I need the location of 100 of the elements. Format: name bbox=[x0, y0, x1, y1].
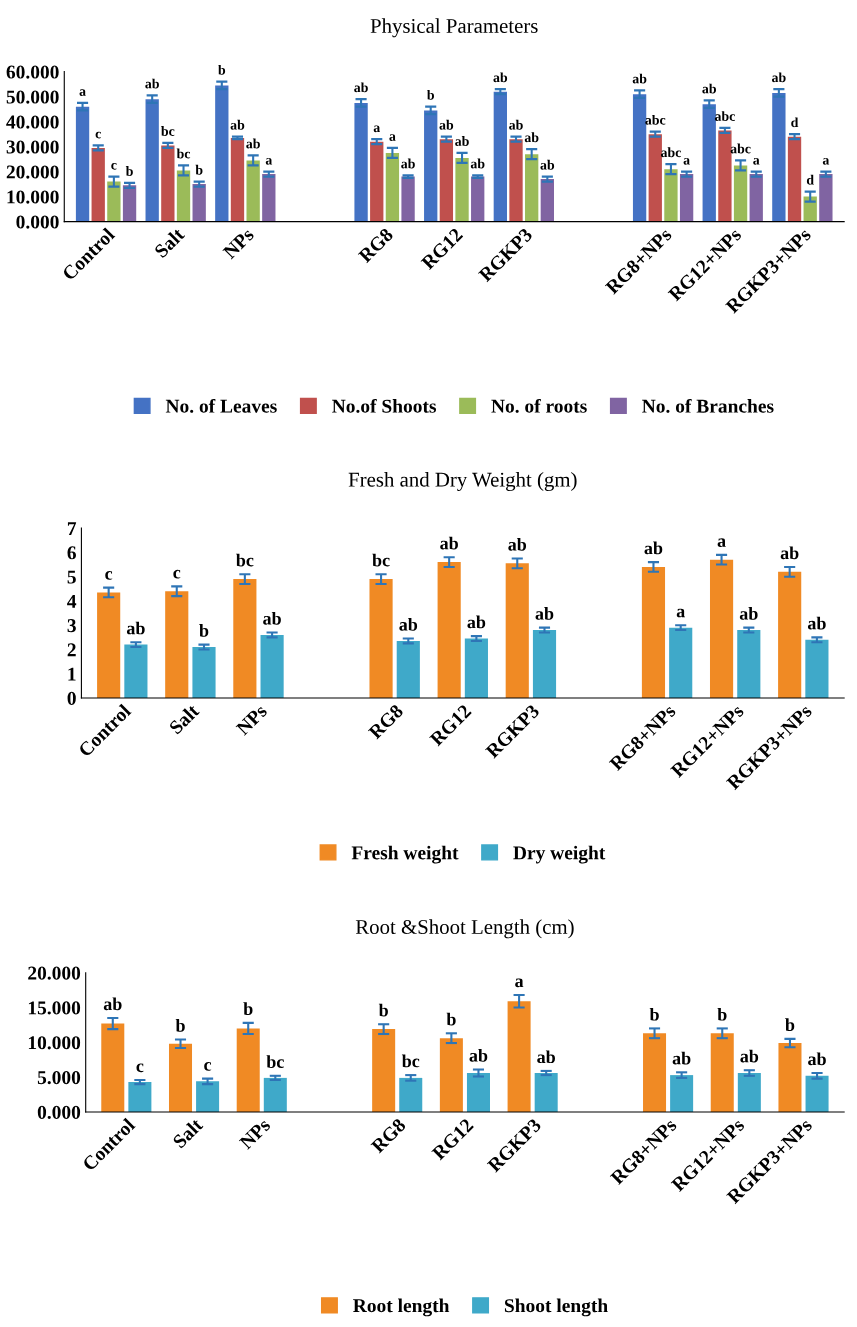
data-label: ab bbox=[354, 82, 368, 93]
data-label: ab bbox=[401, 158, 415, 169]
data-label: b bbox=[785, 1018, 795, 1032]
data-label: a bbox=[822, 157, 830, 165]
y-tick-label: 10.000 bbox=[28, 1036, 81, 1050]
data-label: c bbox=[204, 1062, 212, 1071]
legend-label: No. of Leaves bbox=[165, 398, 277, 413]
y-tick-label: 40.000 bbox=[6, 115, 59, 129]
chart-title: Fresh and Dry Weight (gm) bbox=[348, 472, 577, 491]
data-label: ab bbox=[470, 158, 485, 169]
data-label: bc bbox=[401, 1054, 420, 1068]
y-tick-label: 30.000 bbox=[6, 140, 59, 154]
y-tick-label: 20.000 bbox=[28, 966, 81, 980]
data-label: c bbox=[95, 131, 101, 139]
y-tick-label: 5.000 bbox=[37, 1071, 81, 1085]
y-tick-label: 60.000 bbox=[6, 65, 59, 79]
data-label: ab bbox=[145, 78, 159, 89]
x-tick-label: Salt bbox=[168, 702, 200, 735]
x-tick-label: NPs bbox=[222, 227, 255, 260]
data-label: ab bbox=[535, 607, 554, 620]
data-label: b bbox=[427, 89, 435, 100]
data-label: bc bbox=[236, 553, 254, 567]
legend-label: Root length bbox=[353, 1298, 450, 1317]
data-label: a bbox=[265, 157, 273, 165]
data-label: a bbox=[373, 125, 381, 133]
y-tick-label: 1 bbox=[68, 667, 76, 681]
data-label: ab bbox=[524, 132, 539, 143]
data-label: ab bbox=[493, 72, 508, 83]
y-tick-label: 0.000 bbox=[16, 215, 59, 229]
y-tick-label: 4 bbox=[67, 594, 77, 608]
legend-label: Shoot length bbox=[504, 1298, 608, 1317]
data-label: ab bbox=[509, 119, 523, 130]
data-label: ab bbox=[439, 119, 454, 130]
data-label: ab bbox=[540, 159, 555, 170]
y-tick-label: 3 bbox=[67, 619, 76, 633]
data-label: a bbox=[676, 608, 685, 618]
data-label: a bbox=[515, 978, 524, 988]
data-label: b bbox=[199, 624, 209, 637]
data-label: ab bbox=[780, 546, 799, 560]
data-label: a bbox=[683, 157, 690, 165]
x-tick-label: NPs bbox=[238, 1117, 272, 1150]
data-label: ab bbox=[740, 1049, 759, 1063]
data-label: ab bbox=[808, 1052, 826, 1066]
data-label: c bbox=[136, 1063, 144, 1073]
data-label: ab bbox=[230, 119, 245, 130]
data-label: c bbox=[111, 162, 117, 170]
x-tick-label: Salt bbox=[171, 1116, 204, 1149]
data-label: ab bbox=[469, 1048, 488, 1062]
data-label: ab bbox=[399, 618, 418, 631]
data-label: d bbox=[806, 174, 814, 185]
x-tick-label: Salt bbox=[153, 226, 186, 259]
data-label: ab bbox=[455, 136, 469, 146]
data-label: a bbox=[753, 157, 760, 165]
chart-title: Root &Shoot Length (cm) bbox=[355, 919, 574, 939]
y-tick-label: 7 bbox=[67, 522, 77, 535]
legend-label: Dry weight bbox=[513, 845, 606, 864]
data-label: bc bbox=[176, 148, 191, 159]
data-label: b bbox=[175, 1019, 185, 1032]
data-label: b bbox=[125, 166, 133, 176]
data-label: a bbox=[717, 538, 726, 547]
x-tick-label: NPs bbox=[235, 703, 268, 736]
data-label: b bbox=[195, 164, 203, 175]
data-label: ab bbox=[126, 621, 145, 635]
data-label: ab bbox=[103, 997, 122, 1011]
data-label: ab bbox=[467, 615, 486, 629]
data-label: d bbox=[791, 117, 799, 128]
y-tick-label: 5 bbox=[67, 570, 76, 584]
data-label: ab bbox=[246, 138, 260, 149]
data-label: b bbox=[243, 1002, 253, 1016]
legend-label: Fresh weight bbox=[351, 845, 459, 864]
legend-label: No. of roots bbox=[491, 398, 587, 413]
data-label: ab bbox=[508, 537, 527, 551]
data-label: ab bbox=[771, 72, 786, 83]
data-label: c bbox=[173, 569, 181, 579]
data-label: b bbox=[717, 1007, 727, 1021]
y-tick-label: 0 bbox=[67, 691, 76, 705]
y-tick-label: 10.000 bbox=[7, 190, 59, 204]
y-tick-label: 0.000 bbox=[37, 1105, 81, 1120]
legend-label: No.of Shoots bbox=[332, 398, 437, 413]
data-label: b bbox=[378, 1003, 388, 1017]
y-tick-label: 6 bbox=[67, 546, 76, 560]
legend-label: No. of Branches bbox=[642, 398, 774, 413]
y-tick-label: 15.000 bbox=[28, 1001, 81, 1015]
y-tick-label: 20.000 bbox=[6, 165, 59, 179]
data-label: ab bbox=[644, 541, 663, 555]
data-label: ab bbox=[632, 73, 647, 84]
data-label: ab bbox=[807, 616, 826, 630]
data-label: bc bbox=[266, 1055, 284, 1068]
data-label: ab bbox=[537, 1050, 555, 1064]
data-label: c bbox=[105, 571, 113, 580]
data-label: b bbox=[446, 1012, 456, 1026]
y-tick-label: 2 bbox=[67, 643, 76, 657]
data-label: bc bbox=[372, 553, 390, 567]
data-label: a bbox=[389, 134, 396, 141]
data-label: bc bbox=[161, 126, 175, 136]
chart-title: Physical Parameters bbox=[370, 18, 538, 38]
data-label: ab bbox=[702, 83, 717, 94]
data-label: b bbox=[218, 64, 226, 75]
data-label: ab bbox=[739, 607, 758, 620]
data-label: b bbox=[649, 1007, 659, 1021]
